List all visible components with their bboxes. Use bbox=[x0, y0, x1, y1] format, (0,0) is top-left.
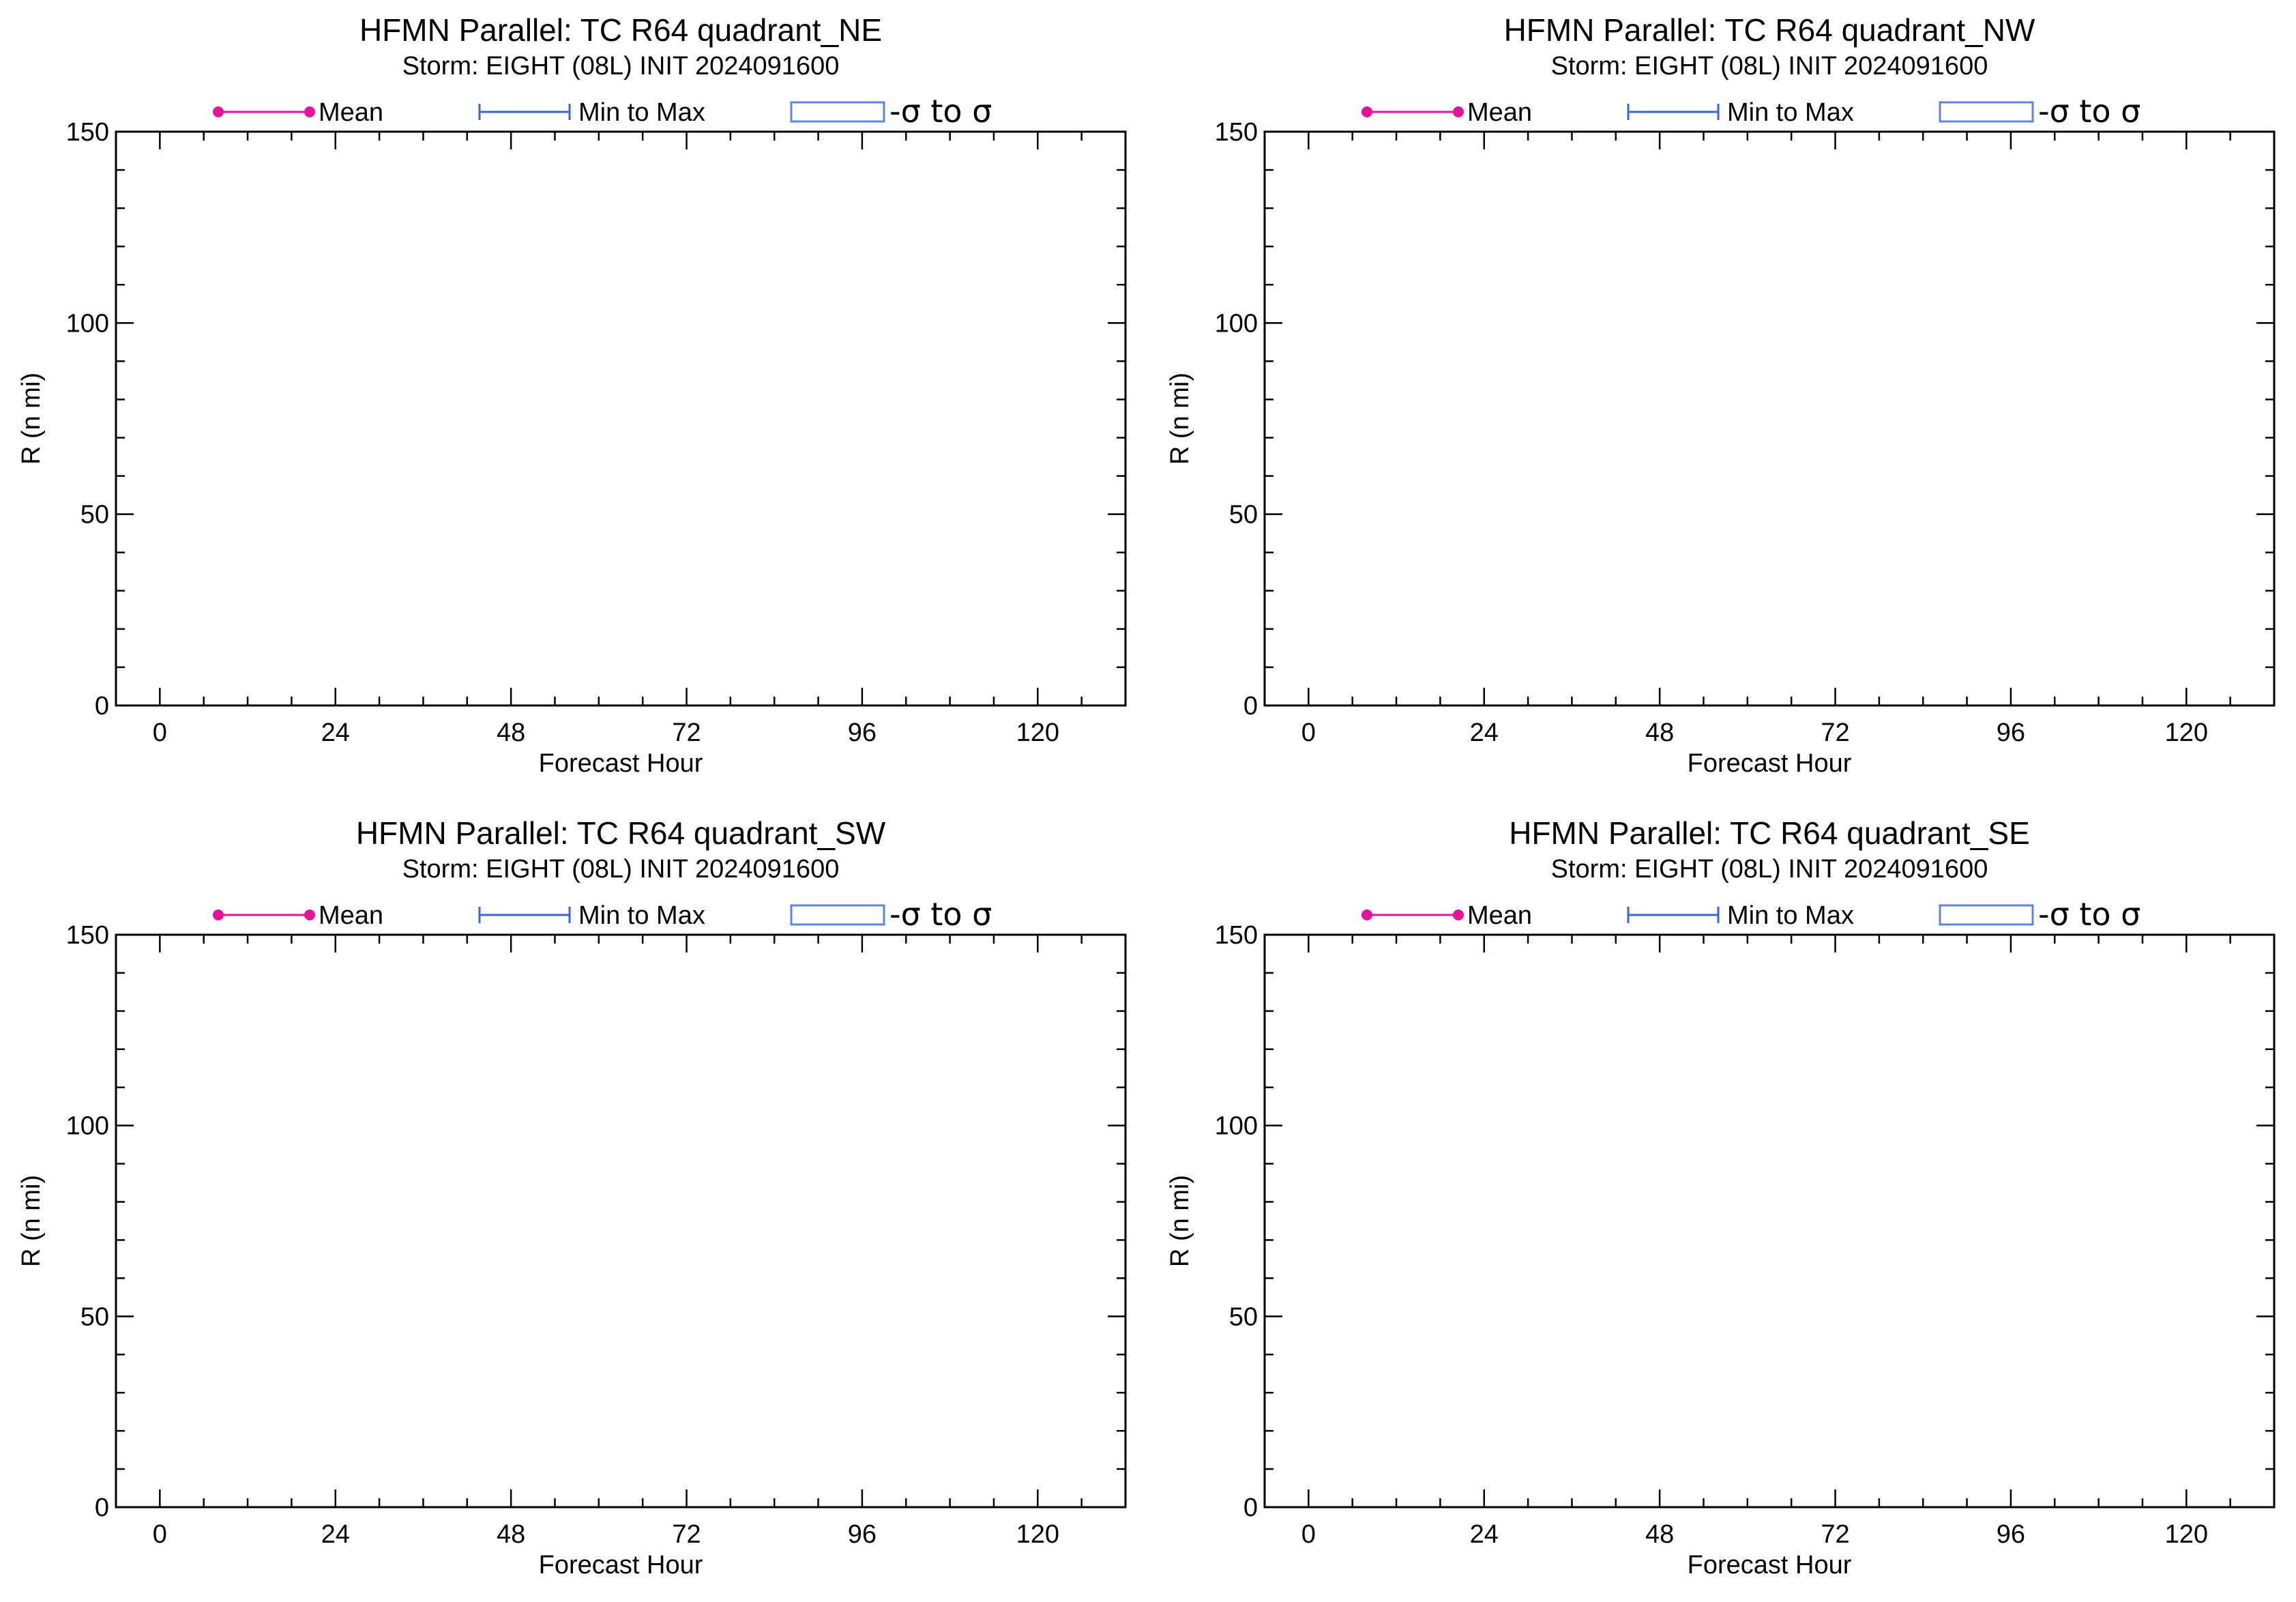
x-tick-label: 0 bbox=[153, 1520, 167, 1549]
x-tick-label: 48 bbox=[1645, 1520, 1674, 1549]
x-tick-label: 48 bbox=[497, 1520, 525, 1549]
x-tick-label: 48 bbox=[497, 718, 525, 747]
plot-frame bbox=[115, 130, 1127, 707]
x-tick-label: 96 bbox=[1997, 1520, 2025, 1549]
plot-frame bbox=[115, 933, 1127, 1509]
y-tick-label: 50 bbox=[1229, 501, 1258, 529]
y-tick-label: 50 bbox=[80, 501, 109, 529]
chart-panel-3: HFMN Parallel: TC R64 quadrant_SW Storm: … bbox=[17, 815, 1127, 1579]
legend-mean-marker-right bbox=[1453, 106, 1464, 117]
y-tick-label: 50 bbox=[1229, 1302, 1258, 1331]
legend-mean-marker-right bbox=[1453, 909, 1464, 920]
y-tick-label: 0 bbox=[95, 1494, 109, 1522]
chart-title: HFMN Parallel: TC R64 quadrant_NW bbox=[1504, 12, 2035, 48]
legend-minmax-label: Min to Max bbox=[1727, 901, 1854, 930]
y-tick-label: 50 bbox=[80, 1302, 109, 1331]
chart-subtitle: Storm: EIGHT (08L) INIT 2024091600 bbox=[1551, 855, 1988, 884]
legend-sigma-box bbox=[1939, 904, 2034, 926]
legend-sigma-label: -σ to σ bbox=[889, 896, 992, 933]
x-tick-label: 96 bbox=[1997, 718, 2025, 747]
x-tick-label: 72 bbox=[672, 1520, 701, 1549]
plot-frame bbox=[1263, 130, 2276, 707]
chart-title: HFMN Parallel: TC R64 quadrant_SW bbox=[356, 815, 886, 851]
x-tick-label: 0 bbox=[153, 718, 167, 747]
x-tick-label: 72 bbox=[672, 718, 701, 747]
y-tick-label: 0 bbox=[1243, 692, 1258, 720]
x-tick-label: 0 bbox=[1301, 718, 1316, 747]
legend-sigma-box bbox=[790, 101, 885, 123]
x-tick-label: 0 bbox=[1301, 1520, 1316, 1549]
chart-panel-1: HFMN Parallel: TC R64 quadrant_NE Storm: … bbox=[17, 12, 1127, 778]
y-tick-label: 150 bbox=[1215, 118, 1258, 147]
x-tick-label: 24 bbox=[321, 718, 350, 747]
y-tick-label: 150 bbox=[66, 118, 109, 147]
chart-legend: Mean Min to Max -σ to σ bbox=[1362, 896, 2140, 933]
chart-legend: Mean Min to Max -σ to σ bbox=[213, 93, 992, 130]
legend-sigma-box bbox=[790, 904, 885, 926]
legend-sigma-label: -σ to σ bbox=[2038, 93, 2140, 130]
legend-mean-label: Mean bbox=[319, 98, 383, 127]
legend-sigma-label: -σ to σ bbox=[2038, 896, 2140, 933]
chart-panel-4: HFMN Parallel: TC R64 quadrant_SE Storm: … bbox=[1166, 815, 2276, 1579]
x-tick-label: 24 bbox=[321, 1520, 350, 1549]
legend-minmax-label: Min to Max bbox=[578, 901, 705, 930]
x-tick-label: 120 bbox=[2165, 718, 2208, 747]
legend-mean-marker-left bbox=[1362, 106, 1372, 117]
y-tick-label: 0 bbox=[1243, 1494, 1258, 1522]
y-axis-label: R (n mi) bbox=[1166, 1175, 1194, 1267]
x-tick-label: 120 bbox=[2165, 1520, 2208, 1549]
x-tick-label: 120 bbox=[1016, 1520, 1059, 1549]
y-tick-label: 100 bbox=[1215, 309, 1258, 338]
x-tick-label: 48 bbox=[1645, 718, 1674, 747]
y-tick-label: 0 bbox=[95, 692, 109, 720]
chart-title: HFMN Parallel: TC R64 quadrant_SE bbox=[1509, 815, 2030, 851]
legend-minmax-label: Min to Max bbox=[578, 98, 705, 127]
y-axis-label: R (n mi) bbox=[17, 373, 46, 465]
y-tick-label: 100 bbox=[66, 1112, 109, 1141]
legend-mean-marker-left bbox=[1362, 909, 1372, 920]
legend-mean-marker-right bbox=[304, 909, 315, 920]
chart-subtitle: Storm: EIGHT (08L) INIT 2024091600 bbox=[1551, 52, 1988, 81]
y-axis-label: R (n mi) bbox=[1166, 373, 1194, 465]
y-tick-label: 150 bbox=[1215, 921, 1258, 950]
chart-panel-2: HFMN Parallel: TC R64 quadrant_NW Storm: … bbox=[1166, 12, 2276, 778]
chart-legend: Mean Min to Max -σ to σ bbox=[1362, 93, 2140, 130]
legend-mean-marker-right bbox=[304, 106, 315, 117]
chart-title: HFMN Parallel: TC R64 quadrant_NE bbox=[359, 12, 882, 48]
y-axis-label: R (n mi) bbox=[17, 1175, 46, 1267]
y-tick-label: 100 bbox=[66, 309, 109, 338]
y-tick-label: 150 bbox=[66, 921, 109, 950]
legend-sigma-label: -σ to σ bbox=[889, 93, 992, 130]
legend-mean-label: Mean bbox=[1467, 98, 1532, 127]
legend-mean-label: Mean bbox=[1467, 901, 1532, 930]
x-tick-label: 96 bbox=[848, 718, 877, 747]
x-tick-label: 120 bbox=[1016, 718, 1059, 747]
x-tick-label: 24 bbox=[1470, 1520, 1499, 1549]
legend-minmax-label: Min to Max bbox=[1727, 98, 1854, 127]
legend-sigma-box bbox=[1939, 101, 2034, 123]
legend-mean-marker-left bbox=[213, 106, 224, 117]
plot-frame bbox=[1263, 933, 2276, 1509]
legend-mean-label: Mean bbox=[319, 901, 383, 930]
chart-legend: Mean Min to Max -σ to σ bbox=[213, 896, 992, 933]
y-tick-label: 100 bbox=[1215, 1112, 1258, 1141]
x-tick-label: 24 bbox=[1470, 718, 1499, 747]
x-tick-label: 72 bbox=[1821, 1520, 1849, 1549]
x-axis-label: Forecast Hour bbox=[1688, 749, 1852, 778]
x-axis-label: Forecast Hour bbox=[1688, 1551, 1852, 1579]
legend-mean-marker-left bbox=[213, 909, 224, 920]
chart-subtitle: Storm: EIGHT (08L) INIT 2024091600 bbox=[402, 855, 840, 884]
x-axis-label: Forecast Hour bbox=[539, 1551, 703, 1579]
x-tick-label: 72 bbox=[1821, 718, 1849, 747]
x-axis-label: Forecast Hour bbox=[539, 749, 703, 778]
chart-subtitle: Storm: EIGHT (08L) INIT 2024091600 bbox=[402, 52, 840, 81]
x-tick-label: 96 bbox=[848, 1520, 877, 1549]
